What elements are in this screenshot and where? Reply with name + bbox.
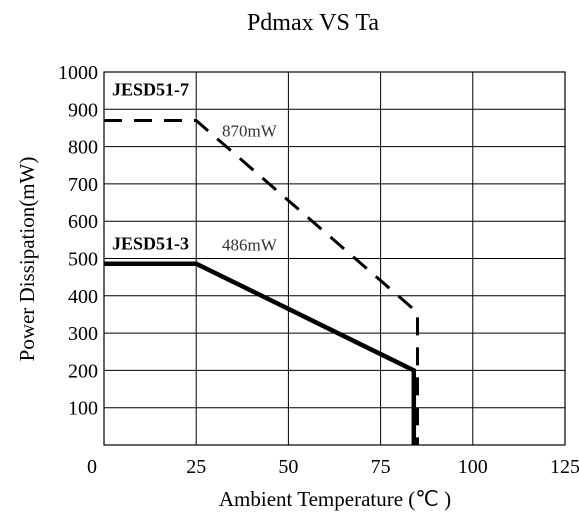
series-labels: JESD51-7 JESD51-3 870mW 486mW xyxy=(112,79,278,254)
tick-labels: 0 25 50 75 100 125 100 200 300 400 500 600 700 800 900… xyxy=(58,62,579,478)
y-tick-label: 100 xyxy=(68,398,98,420)
annotation-486mw: 486mW xyxy=(222,236,278,255)
y-tick-label: 400 xyxy=(68,286,98,308)
chart-title: Pdmax VS Ta xyxy=(247,10,379,36)
x-tick-label: 100 xyxy=(458,456,488,478)
series-label-jesd51-3: JESD51-3 xyxy=(112,234,189,254)
series-line-jesd51-7 xyxy=(104,119,419,445)
y-tick-label: 300 xyxy=(68,323,98,345)
y-tick-label: 800 xyxy=(68,137,98,159)
x-tick-label: 25 xyxy=(186,456,206,478)
y-tick-label: 200 xyxy=(68,360,98,382)
y-tick-label: 700 xyxy=(68,174,98,196)
series-layer xyxy=(104,119,419,445)
x-axis-label: Ambient Temperature (℃ ) xyxy=(219,487,451,511)
y-tick-label: 900 xyxy=(68,99,98,121)
y-axis-label: Power Dissipation(mW) xyxy=(15,157,39,362)
x-tick-label: 50 xyxy=(278,456,298,478)
y-tick-label: 500 xyxy=(68,249,98,271)
series-line-jesd51-3 xyxy=(104,261,417,445)
x-tick-label: 75 xyxy=(371,456,391,478)
series-label-jesd51-7: JESD51-7 xyxy=(112,79,189,99)
y-tick-label: 1000 xyxy=(58,62,98,84)
annotation-870mw: 870mW xyxy=(222,121,278,140)
grid xyxy=(104,72,565,445)
x-tick-label: 0 xyxy=(87,456,97,478)
y-tick-label: 600 xyxy=(68,211,98,233)
x-tick-label: 125 xyxy=(550,456,579,478)
